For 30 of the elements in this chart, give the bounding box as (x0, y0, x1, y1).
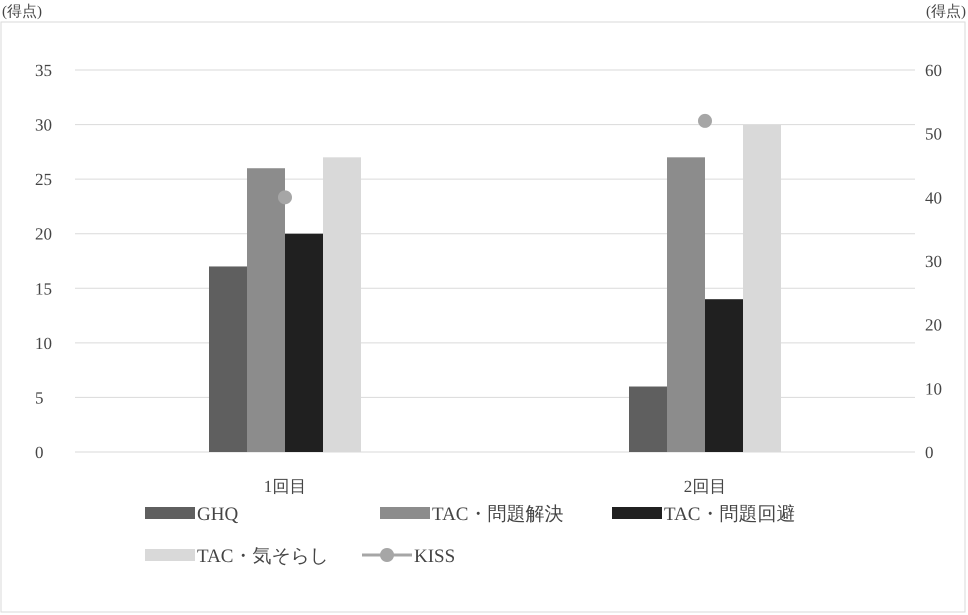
y2-tick-label: 10 (925, 379, 942, 398)
bar (667, 157, 705, 452)
bar (209, 266, 247, 452)
y2-tick-label: 30 (925, 252, 942, 271)
y-tick-label: 35 (35, 61, 52, 80)
y-tick-label: 30 (35, 116, 52, 135)
y-tick-label: 25 (35, 170, 52, 190)
x-tick-label: 2回目 (684, 477, 726, 496)
bar (285, 234, 323, 452)
legend-label: KISS (414, 546, 456, 567)
y2-tick-label: 60 (925, 61, 942, 80)
y-tick-label: 10 (35, 334, 52, 353)
y-tick-label: 0 (35, 443, 44, 462)
y-axis-title: (得点) (2, 3, 42, 20)
legend-label: TAC・問題解決 (432, 504, 564, 525)
legend-label: TAC・気そらし (197, 546, 328, 567)
y2-tick-label: 40 (925, 188, 942, 208)
y-tick-label: 15 (35, 279, 52, 298)
bar (629, 386, 667, 452)
y2-tick-label: 0 (925, 443, 934, 462)
legend-label: GHQ (197, 504, 238, 525)
y-tick-label: 20 (35, 224, 52, 244)
bar (247, 168, 285, 452)
y2-tick-label: 20 (925, 316, 942, 335)
x-tick-label: 1回目 (264, 477, 306, 496)
bar (705, 299, 743, 452)
y2-tick-label: 50 (925, 124, 942, 144)
y-tick-label: 5 (35, 388, 44, 408)
legend-label: TAC・問題回避 (664, 504, 796, 525)
y2-axis-title: (得点) (926, 3, 966, 20)
